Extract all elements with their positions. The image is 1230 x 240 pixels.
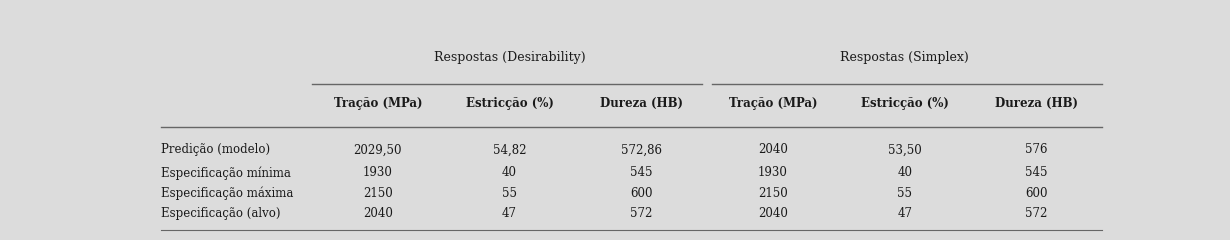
- Text: Predição (modelo): Predição (modelo): [161, 143, 271, 156]
- Text: 2040: 2040: [363, 207, 392, 220]
- Text: Dureza (HB): Dureza (HB): [600, 97, 683, 110]
- Text: Especificação máxima: Especificação máxima: [161, 187, 294, 200]
- Text: 47: 47: [897, 207, 913, 220]
- Text: 1930: 1930: [758, 167, 788, 180]
- Text: Tração (MPa): Tração (MPa): [728, 97, 817, 110]
- Text: 40: 40: [897, 167, 913, 180]
- Text: 600: 600: [630, 187, 652, 200]
- Text: 572,86: 572,86: [621, 143, 662, 156]
- Text: 1930: 1930: [363, 167, 392, 180]
- Text: 2150: 2150: [758, 187, 788, 200]
- Text: 600: 600: [1025, 187, 1048, 200]
- Text: Respostas (Simplex): Respostas (Simplex): [840, 51, 969, 64]
- Text: 55: 55: [502, 187, 517, 200]
- Text: 572: 572: [1025, 207, 1048, 220]
- Text: 2029,50: 2029,50: [353, 143, 402, 156]
- Text: Tração (MPa): Tração (MPa): [333, 97, 422, 110]
- Text: Dureza (HB): Dureza (HB): [995, 97, 1077, 110]
- Text: 545: 545: [1025, 167, 1048, 180]
- Text: 40: 40: [502, 167, 517, 180]
- Text: 54,82: 54,82: [493, 143, 526, 156]
- Text: Estricção (%): Estricção (%): [466, 97, 554, 110]
- Text: 47: 47: [502, 207, 517, 220]
- Text: Estricção (%): Estricção (%): [861, 97, 948, 110]
- Text: 53,50: 53,50: [888, 143, 921, 156]
- Text: 2040: 2040: [758, 207, 788, 220]
- Text: 572: 572: [630, 207, 652, 220]
- Text: 545: 545: [630, 167, 652, 180]
- Text: 2150: 2150: [363, 187, 392, 200]
- Text: 55: 55: [897, 187, 913, 200]
- Text: 576: 576: [1025, 143, 1048, 156]
- Text: Especificação mínima: Especificação mínima: [161, 167, 292, 180]
- Text: Especificação (alvo): Especificação (alvo): [161, 207, 280, 220]
- Text: Respostas (Desirability): Respostas (Desirability): [434, 51, 585, 64]
- Text: 2040: 2040: [758, 143, 788, 156]
